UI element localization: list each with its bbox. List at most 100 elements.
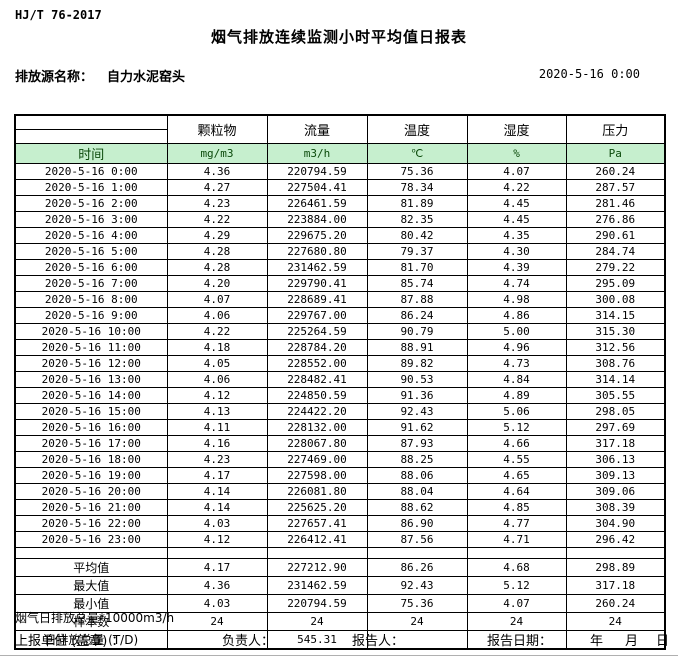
value-cell: 4.12 [166,531,268,548]
value-cell: 4.28 [166,259,268,276]
time-header: 时间 [14,143,168,164]
table-row: 2020-5-16 8:00 4.07 228689.41 87.88 4.98 300.… [14,291,666,308]
summary-value-cell: 4.03 [166,594,268,613]
value-cell: 78.34 [366,179,468,196]
value-cell: 4.23 [166,195,268,212]
value-cell: 317.18 [565,435,666,452]
summary-value-cell: 4.68 [466,558,567,577]
table-row: 2020-5-16 17:00 4.16 228067.80 87.93 4.66 317… [14,435,666,452]
report-date-label: 报告日期： [487,634,553,649]
value-cell: 4.71 [466,531,567,548]
source-name-label: 排放源名称： [15,70,94,85]
summary-row: 样本数 24 24 24 24 24 [14,612,666,631]
value-cell: 229767.00 [266,307,368,324]
table-row: 2020-5-16 14:00 4.12 224850.59 91.36 4.89 305… [14,387,666,404]
value-cell: 4.98 [466,291,567,308]
value-cell: 227598.00 [266,467,368,484]
table-row: 2020-5-16 10:00 4.22 225264.59 90.79 5.00 315… [14,323,666,340]
column-header-flow: 流量 [266,114,368,144]
time-cell: 2020-5-16 19:00 [14,467,168,484]
value-cell: 92.43 [366,403,468,420]
value-cell: 90.53 [366,371,468,388]
table-row: 2020-5-16 22:00 4.03 227657.41 86.90 4.77 304… [14,515,666,532]
summary-value-cell: 317.18 [565,576,666,595]
time-cell: 2020-5-16 2:00 [14,195,168,212]
value-cell: 4.84 [466,371,567,388]
value-cell: 229790.41 [266,275,368,292]
value-cell: 81.89 [366,195,468,212]
year-label: 年 [590,634,604,649]
value-cell: 87.56 [366,531,468,548]
value-cell: 4.89 [466,387,567,404]
time-cell: 2020-5-16 5:00 [14,243,168,260]
value-cell: 227504.41 [266,179,368,196]
header-row-names: 颗粒物 流量 温度 湿度 压力 [14,114,666,144]
value-cell: 305.55 [565,387,666,404]
value-cell: 228067.80 [266,435,368,452]
spacer-cell [166,547,268,559]
summary-value-cell: 92.43 [366,576,468,595]
summary-value-cell: 220794.59 [266,594,368,613]
data-table: 颗粒物 流量 温度 湿度 压力 时间 mg/m3 m3/h ℃ % Pa 202… [14,114,666,650]
summary-row: 最小值 4.03 220794.59 75.36 4.07 260.24 [14,594,666,613]
value-cell: 4.27 [166,179,268,196]
time-cell: 2020-5-16 11:00 [14,339,168,356]
value-cell: 82.35 [366,211,468,228]
summary-value-cell: 75.36 [366,594,468,613]
header-row-units: 时间 mg/m3 m3/h ℃ % Pa [14,143,666,164]
table-row: 2020-5-16 9:00 4.06 229767.00 86.24 4.86 314.… [14,307,666,324]
value-cell: 5.00 [466,323,567,340]
value-cell: 4.45 [466,211,567,228]
header-empty-cell [14,114,168,130]
value-cell: 312.56 [565,339,666,356]
value-cell: 4.29 [166,227,268,244]
value-cell: 228132.00 [266,419,368,436]
value-cell: 88.06 [366,467,468,484]
value-cell: 308.39 [565,499,666,516]
value-cell: 4.22 [466,179,567,196]
value-cell: 4.28 [166,243,268,260]
value-cell: 4.73 [466,355,567,372]
value-cell: 86.90 [366,515,468,532]
value-cell: 229675.20 [266,227,368,244]
summary-row: 平均值 4.17 227212.90 86.26 4.68 298.89 [14,558,666,577]
time-cell: 2020-5-16 0:00 [14,163,168,180]
value-cell: 4.77 [466,515,567,532]
report-unit-label: 上报单位 (盖章) ： [15,634,125,649]
summary-value-cell: 5.12 [466,576,567,595]
value-cell: 4.66 [466,435,567,452]
value-cell: 315.30 [565,323,666,340]
table-row: 2020-5-16 21:00 4.14 225625.20 88.62 4.85 308… [14,499,666,516]
value-cell: 90.79 [366,323,468,340]
summary-value-cell: 24 [266,612,368,631]
value-cell: 4.06 [166,307,268,324]
value-cell: 79.37 [366,243,468,260]
bottom-divider [0,655,678,656]
value-cell: 4.35 [466,227,567,244]
summary-value-cell [565,630,666,650]
value-cell: 80.42 [366,227,468,244]
value-cell: 4.85 [466,499,567,516]
value-cell: 4.05 [166,355,268,372]
table-row: 2020-5-16 2:00 4.23 226461.59 81.89 4.45 281.… [14,195,666,212]
summary-value-cell: 24 [366,612,468,631]
value-cell: 4.16 [166,435,268,452]
summary-value-cell: 227212.90 [266,558,368,577]
page-title: 烟气排放连续监测小时平均值日报表 [210,28,467,46]
table-row: 2020-5-16 4:00 4.29 229675.20 80.42 4.35 290.… [14,227,666,244]
value-cell: 85.74 [366,275,468,292]
value-cell: 4.22 [166,323,268,340]
value-cell: 228784.20 [266,339,368,356]
value-cell: 226461.59 [266,195,368,212]
time-cell: 2020-5-16 21:00 [14,499,168,516]
value-cell: 81.70 [366,259,468,276]
value-cell: 87.93 [366,435,468,452]
summary-row: 日排放总量 (T/D) 545.31 [14,630,666,650]
value-cell: 309.06 [565,483,666,500]
day-label: 日 [656,634,670,649]
source-name-value: 自力水泥窑头 [107,70,186,85]
value-cell: 226412.41 [266,531,368,548]
value-cell: 220794.59 [266,163,368,180]
value-cell: 4.22 [166,211,268,228]
time-cell: 2020-5-16 6:00 [14,259,168,276]
